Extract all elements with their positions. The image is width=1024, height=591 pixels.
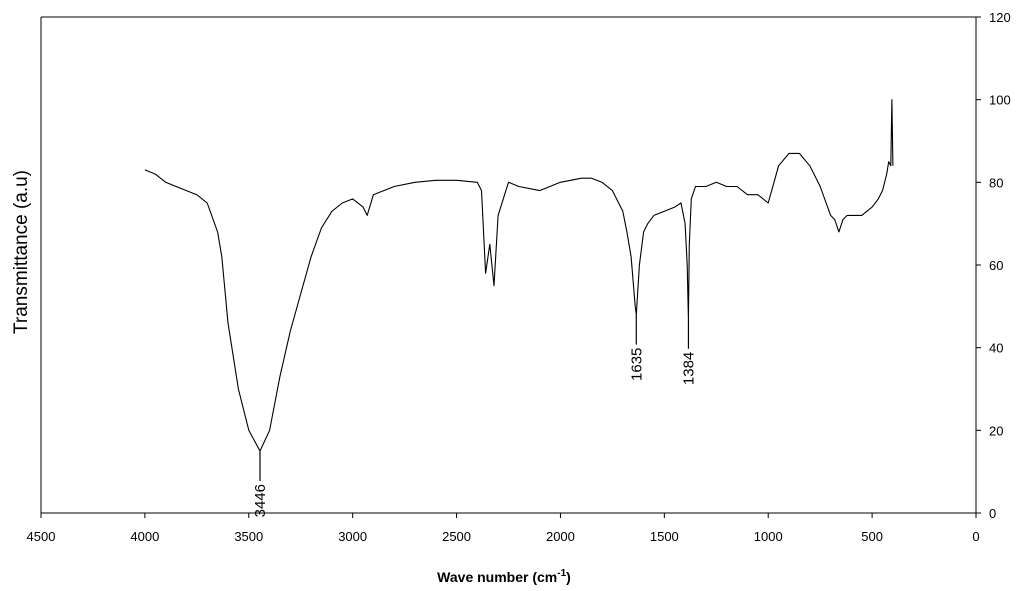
y-tick-label: 120 bbox=[989, 10, 1011, 25]
y-tick-label: 80 bbox=[989, 175, 1003, 190]
x-tick-label: 1000 bbox=[754, 529, 783, 544]
y-axis-ticks: 0 20 40 60 80 100 120 bbox=[976, 10, 1011, 521]
x-tick-label: 4500 bbox=[27, 529, 56, 544]
y-tick-label: 100 bbox=[989, 93, 1011, 108]
x-axis-label-text: Wave number (cm bbox=[437, 569, 557, 585]
x-tick-label: 3500 bbox=[234, 529, 263, 544]
x-tick-label: 2500 bbox=[442, 529, 471, 544]
x-tick-label: 2000 bbox=[546, 529, 575, 544]
y-tick-label: 40 bbox=[989, 341, 1003, 356]
y-tick-label: 60 bbox=[989, 258, 1003, 273]
spectrum-line bbox=[144, 99, 894, 452]
x-axis-label-close: ) bbox=[566, 569, 571, 585]
x-axis-ticks: 4500 4000 3500 3000 2500 2000 1500 1000 500 0 bbox=[27, 513, 980, 544]
y-tick-label: 0 bbox=[989, 506, 996, 521]
y-axis-label: Transmittance (a.u) bbox=[11, 170, 32, 334]
peak-annotations: 3446 1635 1384 bbox=[252, 314, 697, 517]
peak-label: 1384 bbox=[680, 352, 697, 385]
x-tick-label: 1500 bbox=[650, 529, 679, 544]
y-tick-label: 20 bbox=[989, 423, 1003, 438]
x-tick-label: 4000 bbox=[130, 529, 159, 544]
x-axis-label-superscript: -1 bbox=[557, 568, 566, 579]
peak-label: 3446 bbox=[252, 484, 269, 517]
x-axis-label: Wave number (cm-1) bbox=[437, 568, 571, 585]
x-tick-label: 500 bbox=[861, 529, 883, 544]
x-tick-label: 0 bbox=[972, 529, 979, 544]
x-tick-label: 3000 bbox=[338, 529, 367, 544]
peak-label: 1635 bbox=[628, 348, 645, 381]
